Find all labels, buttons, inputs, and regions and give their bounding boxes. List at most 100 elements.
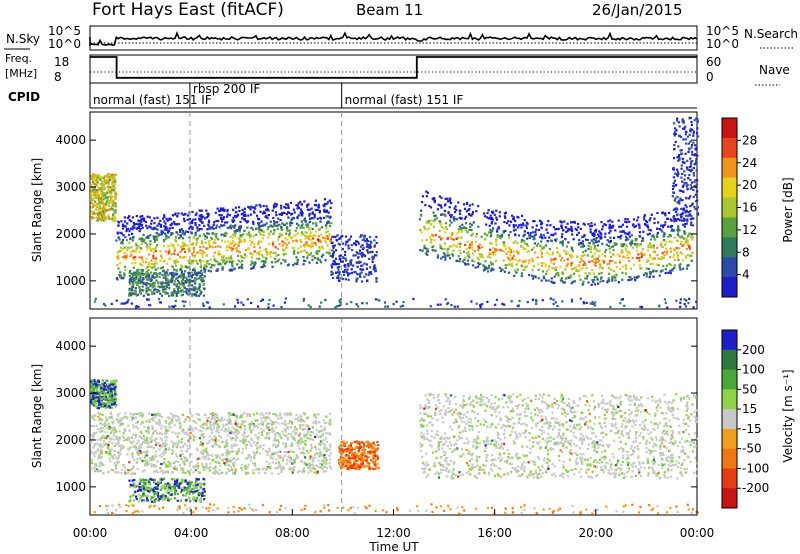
power-cell	[652, 244, 656, 247]
power-cell	[626, 218, 629, 221]
power-cell	[363, 262, 366, 265]
power-cell	[621, 271, 624, 274]
power-cell	[323, 198, 327, 201]
velocity-cell	[241, 433, 244, 436]
velocity-cell	[192, 439, 196, 442]
velocity-cell	[224, 463, 227, 466]
velocity-cell	[103, 404, 106, 407]
power-cell	[215, 260, 218, 263]
power-cell	[421, 201, 424, 204]
power-cell	[636, 243, 639, 246]
velocity-cell	[107, 388, 110, 391]
power-cell	[229, 268, 232, 271]
power-cell	[339, 236, 342, 239]
power-cell	[574, 227, 577, 230]
power-cell	[629, 278, 632, 281]
power-cell	[512, 241, 515, 244]
power-cell	[607, 244, 610, 247]
velocity-cell	[114, 384, 117, 387]
velocity-cell	[145, 454, 148, 457]
power-cell	[625, 221, 628, 224]
power-cell	[318, 250, 321, 253]
power-cell	[103, 194, 106, 197]
power-cell	[672, 256, 675, 259]
power-cell	[145, 270, 148, 273]
power-cell	[441, 255, 444, 258]
power-cell	[673, 220, 676, 223]
power-cell	[360, 271, 363, 274]
velocity-cell	[151, 458, 154, 461]
freq-label-top: Freq.	[5, 52, 32, 65]
power-cell	[328, 251, 331, 254]
power-cell	[249, 213, 253, 216]
power-cell	[683, 298, 686, 301]
power-cell	[551, 253, 554, 256]
power-cell	[612, 276, 616, 279]
power-cell	[97, 208, 100, 211]
velocity-cell	[95, 383, 98, 386]
power-cell	[145, 287, 148, 290]
power-cell	[111, 177, 114, 180]
power-cell	[575, 265, 578, 268]
power-cell	[196, 262, 199, 265]
power-cell	[274, 211, 278, 214]
velocity-cell	[321, 466, 324, 469]
power-cell	[284, 259, 287, 262]
power-cell	[459, 210, 462, 213]
power-cell	[278, 236, 281, 239]
power-cell	[90, 198, 93, 201]
power-cell	[444, 231, 447, 234]
power-cell	[514, 219, 517, 223]
power-cell	[243, 256, 246, 259]
power-cell	[594, 239, 597, 242]
power-cell	[345, 271, 348, 274]
power-cell	[613, 269, 616, 272]
power-cell	[90, 177, 94, 180]
power-cell	[628, 259, 631, 263]
power-cell	[535, 300, 538, 303]
power-cell	[320, 301, 323, 304]
power-cell	[686, 239, 689, 242]
power-cell	[453, 207, 456, 210]
power-cell	[199, 266, 202, 269]
power-cell	[339, 298, 342, 301]
power-cell	[241, 267, 244, 270]
velocity-cell	[304, 428, 307, 431]
power-cell	[375, 280, 378, 283]
power-cell	[194, 287, 197, 290]
velocity-cell	[97, 403, 100, 406]
power-cell	[436, 256, 439, 259]
power-cell	[450, 233, 453, 237]
power-cell	[663, 223, 666, 227]
power-cell	[210, 237, 214, 240]
power-cell	[628, 220, 631, 223]
velocity-cell	[182, 444, 185, 447]
power-cell	[427, 227, 431, 230]
power-cell	[248, 206, 251, 209]
power-cell	[252, 228, 255, 231]
power-cell	[680, 199, 683, 202]
power-cell	[206, 232, 209, 235]
power-cell	[325, 224, 328, 227]
power-cell	[681, 180, 684, 183]
power-cell	[148, 225, 151, 228]
velocity-cell	[174, 432, 177, 435]
velocity-cell	[108, 401, 111, 404]
power-cell	[229, 255, 232, 258]
velocity-cell	[242, 438, 246, 441]
power-cell	[108, 205, 111, 208]
power-cell	[132, 266, 135, 269]
power-cell	[140, 242, 143, 245]
power-cell	[514, 258, 517, 261]
power-cell	[135, 294, 138, 297]
power-cell	[147, 289, 150, 292]
power-cell	[440, 196, 443, 199]
power-cell	[102, 214, 106, 217]
power-cell	[346, 272, 349, 275]
power-cell	[591, 269, 594, 272]
power-cell	[653, 250, 656, 254]
power-cell	[301, 231, 304, 234]
power-cell	[231, 262, 234, 265]
power-cell	[344, 235, 348, 238]
